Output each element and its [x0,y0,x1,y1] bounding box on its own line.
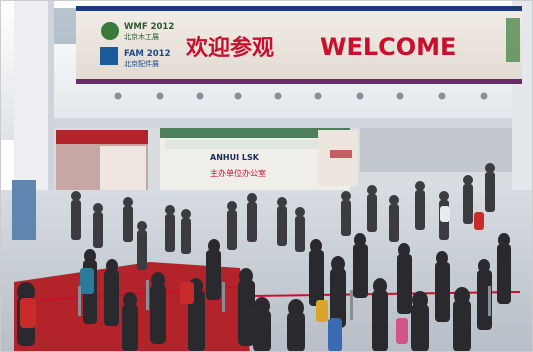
fam-logo-icon [100,47,118,65]
welcome-banner: WMF 2012 北京木工展 FAM 2012 北京配件展 欢迎参观 WELCO… [76,6,522,84]
yellow-shirt-person [316,300,328,322]
left-booth-panel [100,146,146,190]
logo-top-title: WMF 2012 [124,22,174,32]
red-jacket-person-3 [474,212,484,230]
left-pillar-shadow [48,0,54,250]
upper-window [52,8,78,44]
booth-sign: ANHUI LSK [210,153,260,162]
booth-logos-strip [165,140,345,149]
red-jacket-person [20,298,36,328]
banner-right-logo [506,18,520,62]
banner-headline-cn: 欢迎参观 [185,35,274,61]
logo-bottom-sub: 北京配件展 [124,59,159,68]
wmf-logo-icon [101,22,119,40]
blue-jacket-person [328,318,342,352]
pink-top-person [396,318,408,344]
booth-roof [160,128,350,138]
ceiling-beam [54,118,512,128]
ceiling-lights [114,92,488,100]
teal-jacket-person [80,268,94,294]
crowd [17,163,511,352]
banner-headline-en: WELCOME [320,33,456,61]
left-info-board [12,180,36,240]
right-booth-accent [330,150,352,158]
banner-stripe-bottom [76,79,522,84]
red-jacket-person-2 [180,282,194,304]
booth-sub-sign: 主办单位办公室 [210,168,266,178]
white-top-person [440,206,450,222]
banner-stripe-top [76,6,522,11]
left-red-booth [56,130,148,144]
banner-panel [76,11,522,79]
logo-bottom-title: FAM 2012 [124,49,171,59]
barrier-posts [78,280,491,320]
logo-top-sub: 北京木工展 [124,32,159,41]
